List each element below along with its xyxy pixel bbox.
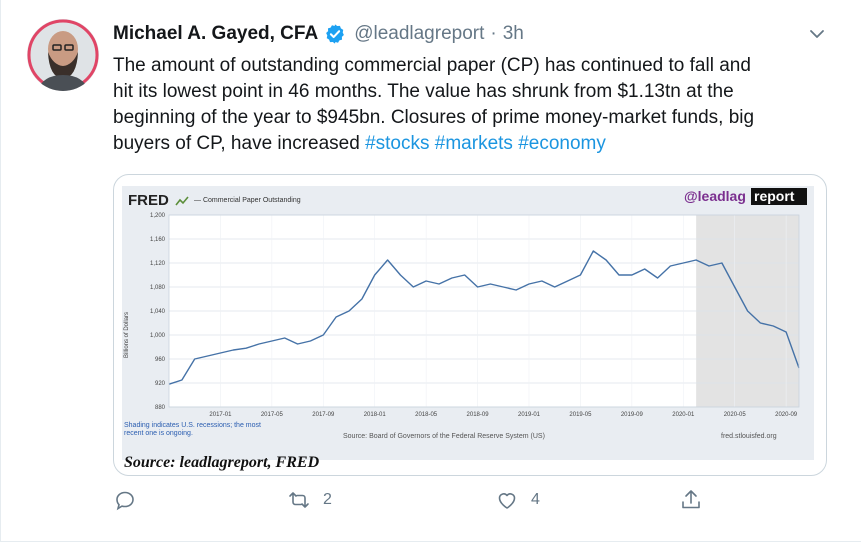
tweet-text-line: beginning of the year to $945bn. Closure…	[113, 107, 755, 128]
brand-suffix: report	[754, 188, 795, 204]
x-tick-label: 2017-09	[312, 412, 335, 418]
x-tick-label: 2017-01	[209, 412, 232, 418]
more-options-chevron-icon[interactable]	[807, 24, 827, 44]
tweet-actions: 2 4	[113, 488, 713, 516]
y-tick-label: 880	[155, 405, 166, 411]
x-tick-label: 2018-05	[415, 412, 438, 418]
hashtag-economy[interactable]: #economy	[518, 133, 606, 154]
author-name[interactable]: Michael A. Gayed, CFA	[113, 23, 319, 44]
media-card[interactable]: FRED — Commercial Paper Outstanding @lea…	[113, 174, 827, 476]
tweet-header: Michael A. Gayed, CFA @leadlagreport · 3…	[113, 22, 524, 46]
reply-icon	[116, 491, 134, 511]
tweet-text-line: buyers of CP, have increased #stocks #ma…	[113, 131, 833, 157]
hashtag-stocks[interactable]: #stocks	[365, 133, 430, 154]
y-tick-label: 960	[155, 357, 166, 363]
tweet-text-line-content: buyers of CP, have increased	[113, 133, 366, 154]
y-axis-label: Billions of Dollars	[124, 312, 130, 358]
x-tick-label: 2017-05	[261, 412, 284, 418]
brand-prefix: @leadlag	[684, 188, 746, 204]
reply-button[interactable]	[113, 488, 137, 512]
retweet-button[interactable]: 2	[287, 488, 332, 512]
y-tick-label: 1,160	[150, 237, 166, 243]
tweet-text-line: hit its lowest point in 46 months. The v…	[113, 81, 734, 102]
x-tick-label: 2018-01	[364, 412, 387, 418]
fred-logo: FRED	[128, 192, 169, 209]
author-handle[interactable]: @leadlagreport	[354, 23, 485, 44]
y-tick-label: 920	[155, 381, 166, 387]
y-tick-label: 1,200	[150, 213, 166, 219]
share-icon	[682, 490, 700, 509]
share-button[interactable]	[679, 488, 703, 512]
avatar[interactable]	[27, 19, 99, 91]
recession-footnote-line2: recent one is ongoing.	[124, 430, 193, 437]
x-tick-label: 2019-01	[518, 412, 541, 418]
recession-footnote-line1: Shading indicates U.S. recessions; the m…	[124, 422, 261, 429]
x-tick-label: 2020-09	[775, 412, 798, 418]
x-tick-label: 2020-05	[724, 412, 747, 418]
x-tick-label: 2020-01	[672, 412, 695, 418]
y-tick-label: 1,120	[150, 261, 166, 267]
retweet-count: 2	[323, 491, 332, 508]
like-button[interactable]: 4	[495, 488, 540, 512]
retweet-icon	[289, 492, 309, 508]
fred-logo-icon	[175, 196, 189, 206]
x-tick-label: 2018-09	[467, 412, 490, 418]
x-tick-label: 2019-05	[569, 412, 592, 418]
verified-badge-icon	[324, 23, 346, 45]
tweet-text: The amount of outstanding commercial pap…	[113, 53, 833, 157]
series-line-commercial-paper	[168, 250, 800, 385]
tweet-timestamp[interactable]: 3h	[502, 23, 524, 44]
tweet-text-line: The amount of outstanding commercial pap…	[113, 55, 751, 76]
brand-suffix-bg	[751, 188, 807, 205]
hashtag-markets[interactable]: #markets	[434, 133, 513, 154]
chart-marks: 880 920 960 1,000 1,040 1,080 1,120 1,160 1,200 2…	[150, 213, 800, 418]
media-caption: Source: leadlagreport, FRED	[124, 454, 320, 471]
fred-chart: FRED — Commercial Paper Outstanding @lea…	[122, 186, 814, 471]
chart-source-note: Source: Board of Governors of the Federa…	[343, 433, 545, 440]
y-tick-label: 1,040	[150, 309, 166, 315]
x-tick-label: 2019-09	[621, 412, 644, 418]
chart-site: fred.stlouisfed.org	[721, 433, 777, 440]
separator-dot: ·	[490, 23, 497, 44]
y-tick-label: 1,080	[150, 285, 166, 291]
y-tick-label: 1,000	[150, 333, 166, 339]
plot-border	[168, 214, 800, 408]
like-count: 4	[531, 491, 540, 508]
chart-legend: — Commercial Paper Outstanding	[194, 197, 301, 204]
heart-icon	[498, 493, 516, 509]
